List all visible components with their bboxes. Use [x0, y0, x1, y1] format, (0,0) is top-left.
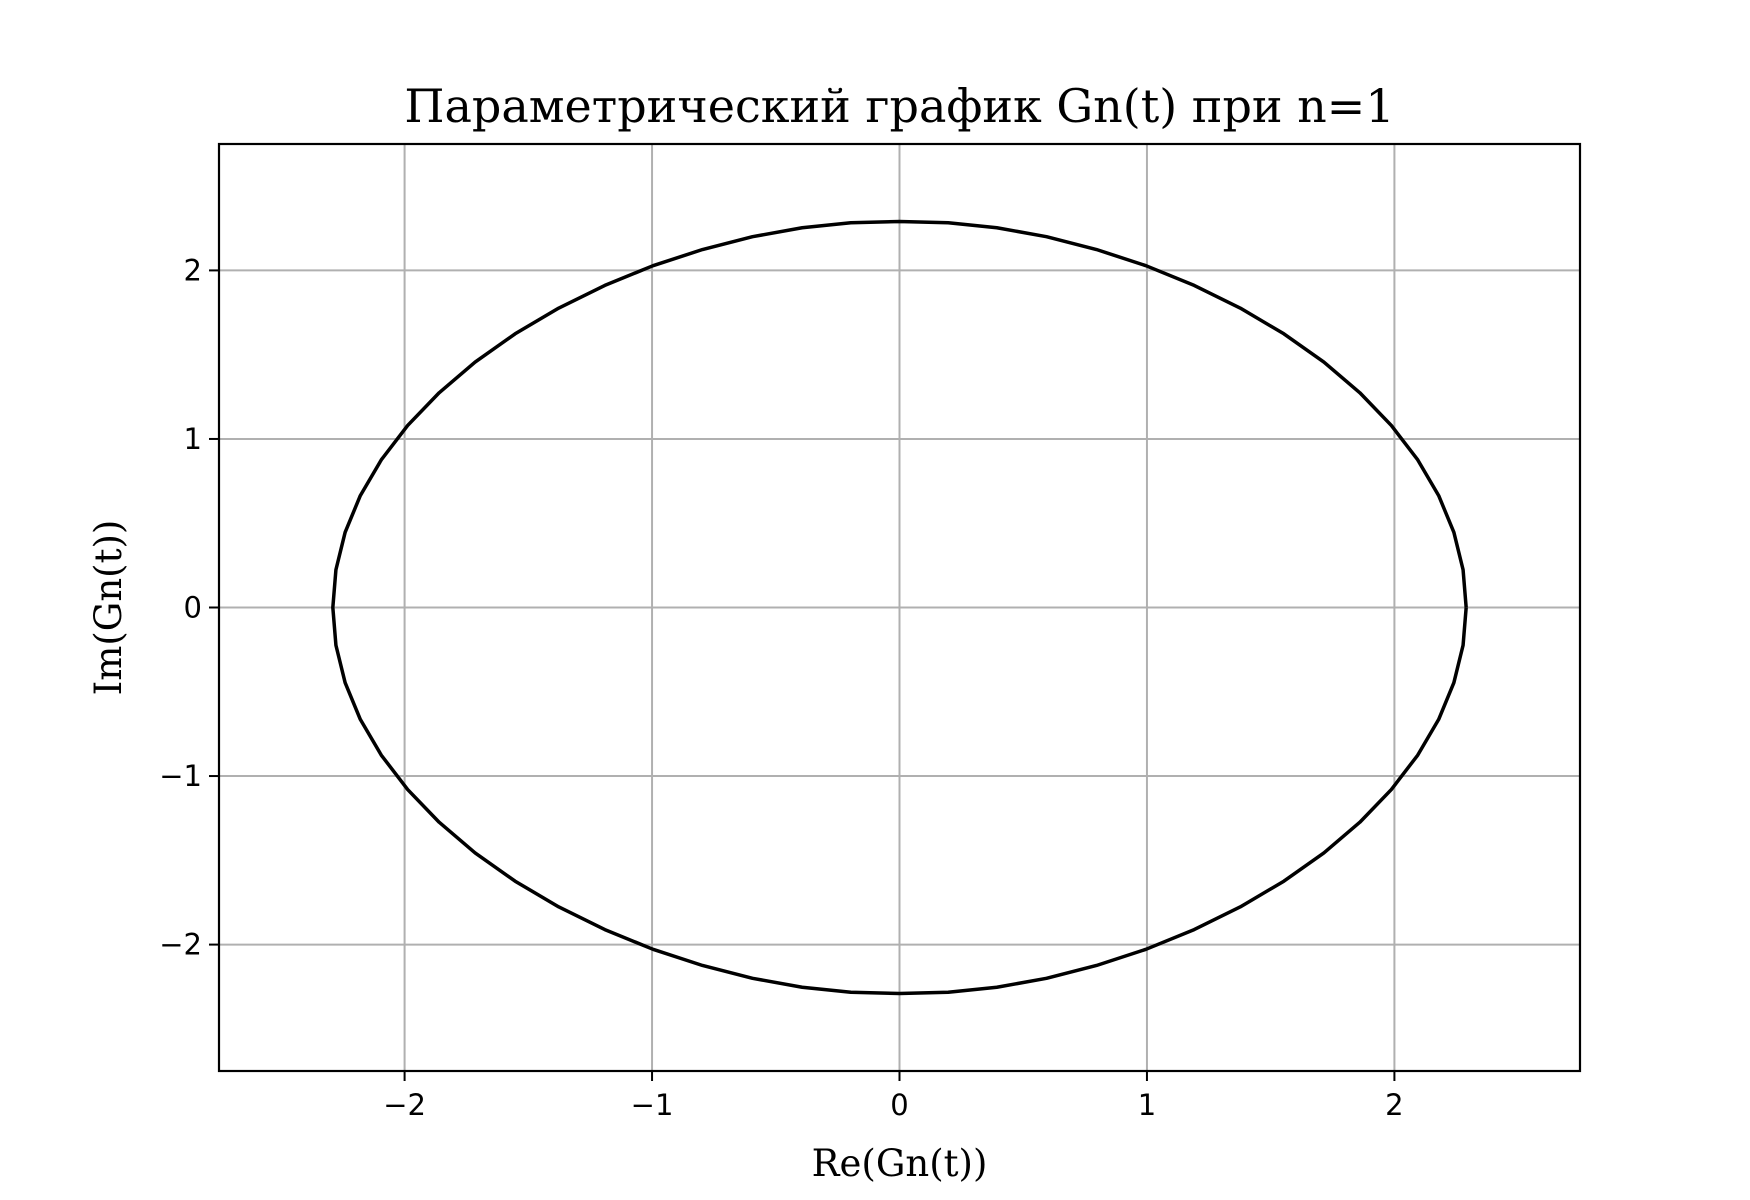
y-tick-label: −2	[159, 928, 202, 962]
x-tick-label: 1	[1138, 1088, 1156, 1122]
x-tick-label: 2	[1385, 1088, 1403, 1122]
y-axis-label: Im(Gn(t))	[87, 520, 130, 696]
x-tick-label: 0	[890, 1088, 908, 1122]
grid	[219, 144, 1580, 1071]
y-tick-label: −1	[159, 759, 202, 793]
series-line	[331, 219, 1468, 996]
plot-area	[331, 219, 1468, 996]
y-tick-label: 1	[184, 422, 202, 456]
x-tick-label: −2	[383, 1088, 426, 1122]
y-tick-label: 0	[184, 591, 202, 625]
ticks: −2 −1 0 1 2 −2 −1 0 1 2	[159, 253, 1403, 1122]
x-axis-label: Re(Gn(t))	[812, 1142, 988, 1185]
chart-title: Параметрический график Gn(t) при n=1	[404, 79, 1394, 133]
x-tick-label: −1	[631, 1088, 674, 1122]
y-tick-label: 2	[184, 253, 202, 287]
